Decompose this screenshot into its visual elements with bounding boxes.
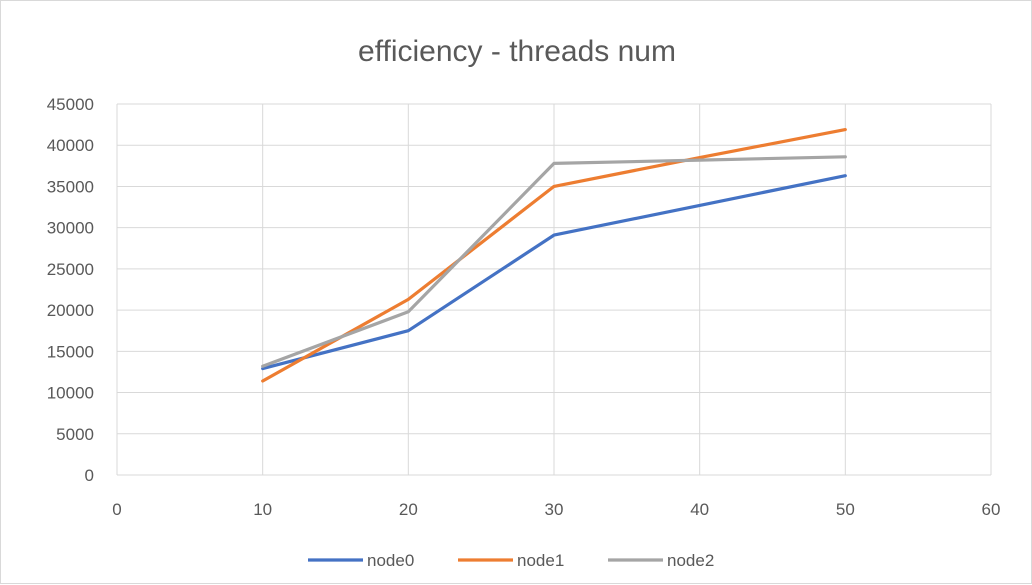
series-line-node0 [261,174,847,371]
legend-label-node1: node1 [517,551,564,570]
y-tick-label: 25000 [47,260,94,279]
y-tick-label: 35000 [47,177,94,196]
y-tick-label: 20000 [47,301,94,320]
series-line-node2 [261,155,847,368]
series-lines [261,128,847,383]
y-tick-label: 15000 [47,342,94,361]
x-tick-label: 0 [112,500,121,519]
legend-label-node2: node2 [667,551,714,570]
legend: node0 node1 node2 [308,551,714,570]
series-line-node1 [261,128,847,383]
grid-lines [116,103,992,476]
y-tick-label: 40000 [47,136,94,155]
legend-label-node0: node0 [367,551,414,570]
x-tick-label: 60 [982,500,1001,519]
x-tick-label: 10 [253,500,272,519]
x-tick-label: 40 [690,500,709,519]
y-tick-label: 0 [85,466,94,485]
y-tick-label: 10000 [47,384,94,403]
y-tick-label: 45000 [47,95,94,114]
x-tick-label: 50 [836,500,855,519]
chart-title: efficiency - threads num [358,35,676,68]
axis-labels: 0 5000 10000 15000 20000 25000 30000 35000 40000… [47,95,1001,519]
y-tick-label: 30000 [47,219,94,238]
x-tick-label: 30 [545,500,564,519]
y-tick-label: 5000 [56,425,94,444]
x-tick-label: 20 [399,500,418,519]
